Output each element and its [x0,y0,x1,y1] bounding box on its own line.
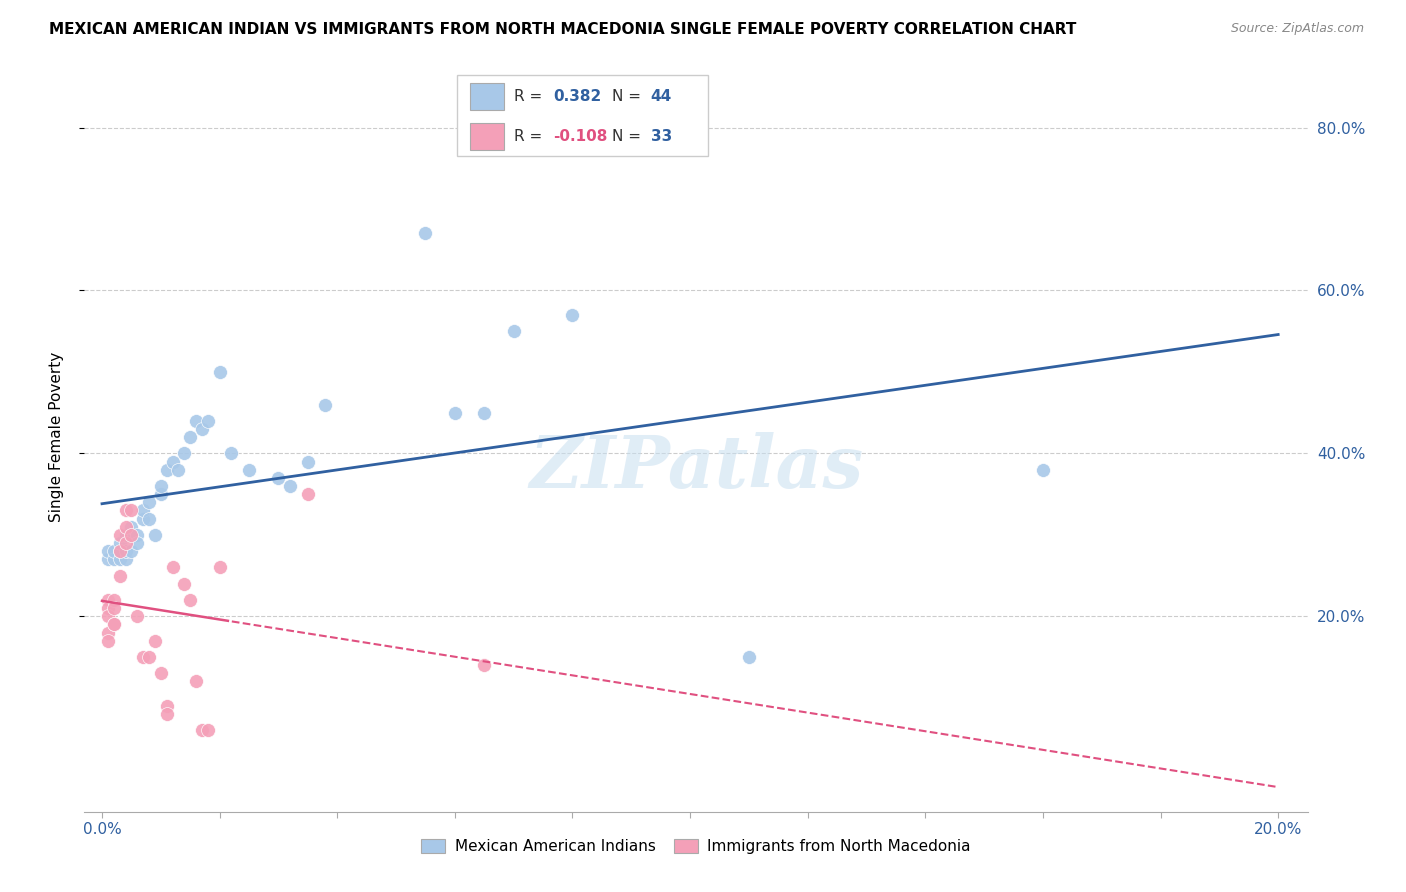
Point [173,446,195,460]
Point [149,666,172,681]
Point [120,503,142,517]
Point [120,519,142,533]
Point [238,463,260,477]
Point [561,308,583,322]
Point [132,511,155,525]
Point [502,324,524,338]
FancyBboxPatch shape [470,83,503,110]
Point [97,552,120,566]
Point [103,593,125,607]
Point [108,536,131,550]
Text: N =: N = [612,88,645,103]
Text: Source: ZipAtlas.com: Source: ZipAtlas.com [1230,22,1364,36]
Point [191,422,214,436]
Point [127,528,149,542]
Point [138,495,160,509]
Point [103,552,125,566]
Text: 44: 44 [651,88,672,103]
Point [197,723,219,738]
Point [114,536,136,550]
Point [162,560,184,574]
Point [108,544,131,558]
Point [97,593,120,607]
Point [184,414,207,428]
Point [162,454,184,468]
Point [156,463,179,477]
Point [114,519,136,533]
Point [97,609,120,624]
Point [120,528,142,542]
Point [108,528,131,542]
Point [179,430,201,444]
Point [103,544,125,558]
FancyBboxPatch shape [457,75,709,156]
Legend: Mexican American Indians, Immigrants from North Macedonia: Mexican American Indians, Immigrants fro… [415,832,977,860]
Point [1032,463,1054,477]
Point [108,568,131,582]
Text: R =: R = [513,129,547,145]
Point [738,650,761,665]
Point [114,544,136,558]
Point [132,503,155,517]
Point [156,706,179,721]
Point [138,650,160,665]
Point [120,528,142,542]
Text: -0.108: -0.108 [553,129,607,145]
Point [179,593,201,607]
Point [208,560,231,574]
Point [97,544,120,558]
Point [143,528,166,542]
Point [184,674,207,689]
Point [132,650,155,665]
Point [103,617,125,632]
Point [444,406,467,420]
Point [149,479,172,493]
Point [120,544,142,558]
Point [127,609,149,624]
Point [297,487,319,501]
Point [472,406,495,420]
Text: R =: R = [513,88,547,103]
Point [197,414,219,428]
Text: ZIPatlas: ZIPatlas [529,432,863,502]
Text: MEXICAN AMERICAN INDIAN VS IMMIGRANTS FROM NORTH MACEDONIA SINGLE FEMALE POVERTY: MEXICAN AMERICAN INDIAN VS IMMIGRANTS FR… [49,22,1077,37]
Point [267,471,290,485]
Point [114,503,136,517]
Point [143,633,166,648]
Point [114,528,136,542]
Y-axis label: Single Female Poverty: Single Female Poverty [49,352,63,522]
Point [103,617,125,632]
Point [173,576,195,591]
Point [415,227,437,241]
Point [472,658,495,673]
Point [97,601,120,615]
Point [114,552,136,566]
Point [191,723,214,738]
Text: 0.382: 0.382 [553,88,602,103]
Point [221,446,243,460]
Point [108,552,131,566]
Point [97,633,120,648]
Point [156,698,179,713]
Point [127,536,149,550]
Text: 33: 33 [651,129,672,145]
Point [103,601,125,615]
Text: N =: N = [612,129,645,145]
Point [278,479,301,493]
Point [149,487,172,501]
Point [167,463,190,477]
Point [97,625,120,640]
Point [138,511,160,525]
Point [208,365,231,379]
Point [108,544,131,558]
Point [297,454,319,468]
Point [314,397,336,411]
FancyBboxPatch shape [470,123,503,150]
